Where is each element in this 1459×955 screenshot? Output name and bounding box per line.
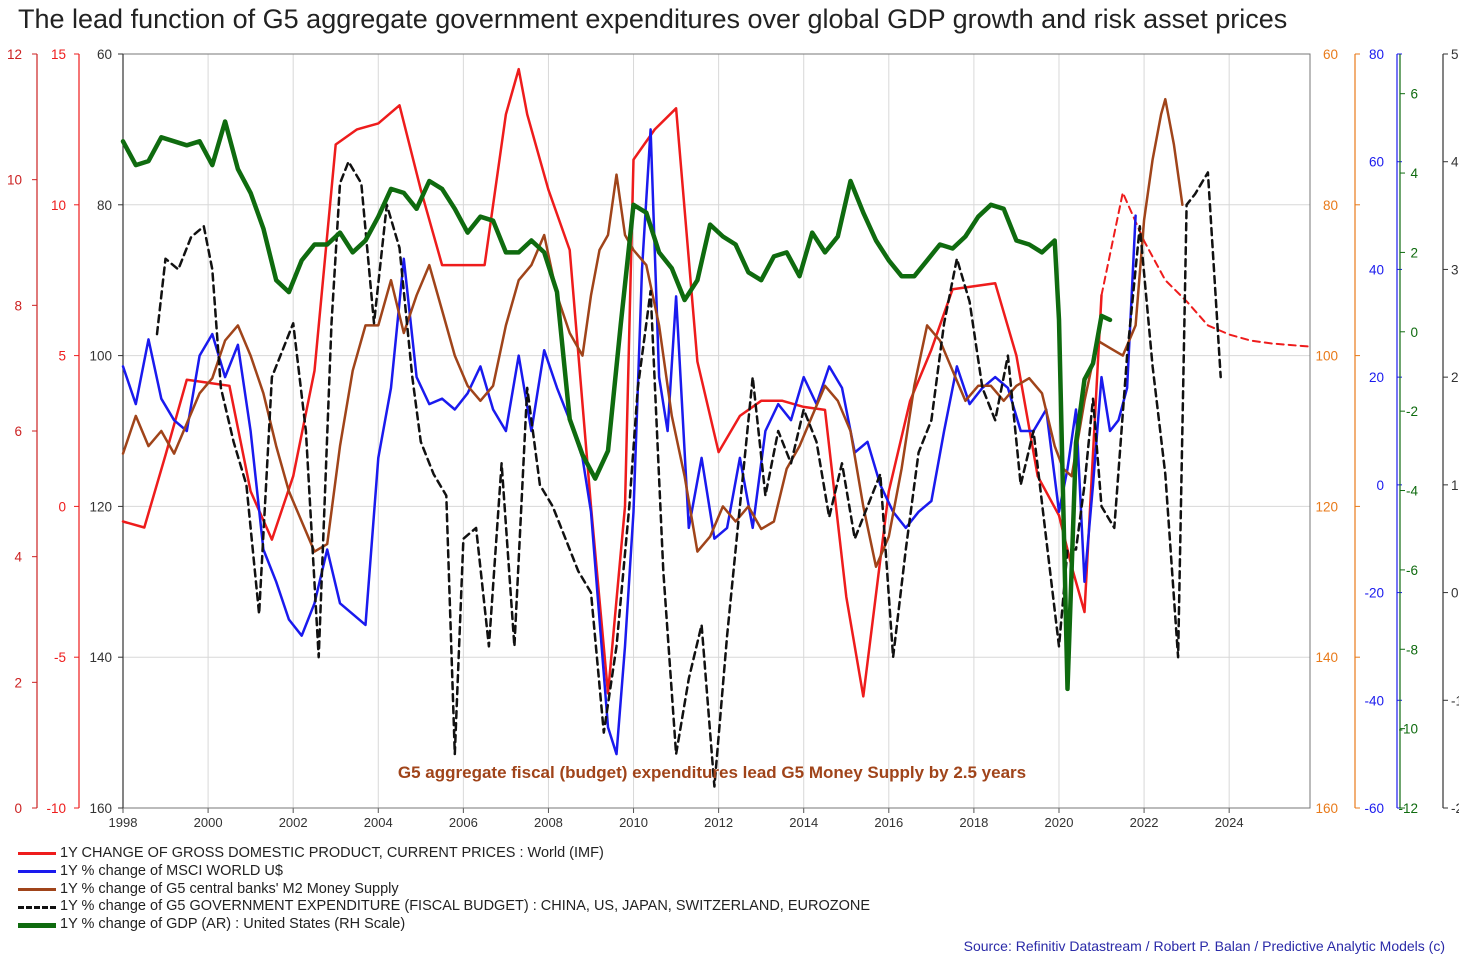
right_black-tick-label: 2 (1451, 370, 1459, 385)
left_outer-tick-label: 12 (7, 47, 22, 62)
legend-item: 1Y % change of G5 GOVERNMENT EXPENDITURE… (18, 898, 870, 916)
right_black-tick-label: 1 (1451, 478, 1459, 493)
x-tick-label: 2010 (619, 815, 648, 830)
left_red-tick-label: -10 (46, 801, 66, 816)
right_black-tick-label: 5 (1451, 47, 1459, 62)
source-credit: Source: Refinitiv Datastream / Robert P.… (963, 938, 1445, 954)
legend-label: 1Y % change of MSCI WORLD U$ (60, 862, 283, 879)
series-line-4 (155, 160, 1222, 788)
right_blue-tick-label: 60 (1369, 155, 1384, 170)
right_green-tick-label: 4 (1410, 166, 1418, 181)
legend-swatch (18, 870, 56, 874)
right_blue-tick-label: -20 (1364, 586, 1384, 601)
right_blue-tick-label: -40 (1364, 693, 1384, 708)
chart-title: The lead function of G5 aggregate govern… (18, 4, 1288, 34)
x-tick-label: 2002 (279, 815, 308, 830)
right_green-tick-label: 2 (1410, 245, 1418, 260)
right_black-tick-label: -1 (1451, 693, 1459, 708)
left_main-tick-label: 60 (97, 47, 112, 62)
right_black-tick-label: -2 (1451, 801, 1459, 816)
right_blue-tick-label: 0 (1376, 478, 1384, 493)
left_outer-tick-label: 0 (14, 801, 22, 816)
right_green-tick-label: -6 (1406, 563, 1418, 578)
x-tick-label: 2024 (1215, 815, 1244, 830)
x-tick-label: 2012 (704, 815, 733, 830)
right_black-tick-label: 4 (1451, 155, 1459, 170)
axes: 1998 2000 2002 2004 2006 2008 2010 2012 2014 2016… (7, 47, 1459, 830)
gridlines (122, 53, 1310, 809)
plot-frame (122, 53, 1311, 809)
left_red-tick-label: 5 (58, 349, 66, 364)
series-line-2 (121, 128, 1137, 756)
right_green-tick-label: -4 (1406, 484, 1418, 499)
chart-annotation: G5 aggregate fiscal (budget) expenditure… (398, 763, 1026, 782)
right_blue-tick-label: -60 (1364, 801, 1384, 816)
left_outer-tick-label: 6 (14, 424, 22, 439)
legend-label: 1Y % change of G5 central banks' M2 Mone… (60, 880, 399, 897)
x-tick-label: 2006 (449, 815, 478, 830)
x-tick-label: 2000 (194, 815, 223, 830)
left_main-tick-label: 140 (89, 650, 112, 665)
right_green-tick-label: 0 (1410, 325, 1418, 340)
right_orange-tick-label: 140 (1315, 650, 1338, 665)
legend-label: 1Y % change of G5 GOVERNMENT EXPENDITURE… (60, 898, 871, 915)
legend-item: 1Y % change of G5 central banks' M2 Mone… (18, 881, 870, 899)
right_orange-tick-label: 60 (1323, 47, 1338, 62)
legend-item: 1Y CHANGE OF GROSS DOMESTIC PRODUCT, CUR… (18, 845, 870, 863)
right_orange-tick-label: 100 (1315, 349, 1338, 364)
series-line-5 (120, 119, 1113, 692)
right_green-tick-label: -8 (1406, 642, 1418, 657)
x-tick-label: 2016 (874, 815, 903, 830)
right_orange-tick-label: 160 (1315, 801, 1338, 816)
legend-swatch (18, 887, 56, 891)
right_orange-tick-label: 120 (1315, 499, 1338, 514)
right_black-tick-label: 0 (1451, 586, 1459, 601)
left_red-tick-label: 10 (51, 198, 66, 213)
left_outer-tick-label: 8 (14, 298, 22, 313)
left_outer-tick-label: 4 (14, 550, 22, 565)
left_red-tick-label: -5 (54, 650, 66, 665)
right_green-tick-label: -12 (1398, 801, 1418, 816)
x-tick-label: 1998 (109, 815, 138, 830)
left_main-tick-label: 120 (89, 499, 112, 514)
left_outer-tick-label: 10 (7, 173, 22, 188)
right_blue-tick-label: 40 (1369, 262, 1384, 277)
data-series (120, 67, 1311, 788)
x-tick-label: 2004 (364, 815, 393, 830)
legend-label: 1Y % change of GDP (AR) : United States … (60, 916, 406, 933)
legend-swatch (18, 922, 56, 928)
right_green-tick-label: -2 (1406, 404, 1418, 419)
legend-label: 1Y CHANGE OF GROSS DOMESTIC PRODUCT, CUR… (60, 845, 604, 861)
series-line-1 (1100, 191, 1311, 348)
legend-swatch (18, 905, 56, 909)
x-tick-label: 2008 (534, 815, 563, 830)
x-tick-label: 2020 (1045, 815, 1074, 830)
right_green-tick-label: -10 (1398, 722, 1418, 737)
legend-item: 1Y % change of MSCI WORLD U$ (18, 863, 870, 881)
legend-item: 1Y % change of GDP (AR) : United States … (18, 916, 870, 934)
right_blue-tick-label: 80 (1369, 47, 1384, 62)
right_black-tick-label: 3 (1451, 262, 1459, 277)
left_main-tick-label: 80 (97, 198, 112, 213)
right_green-tick-label: 6 (1410, 87, 1418, 102)
left_main-tick-label: 160 (89, 801, 112, 816)
x-tick-label: 2022 (1130, 815, 1159, 830)
left_main-tick-label: 100 (89, 349, 112, 364)
right_blue-tick-label: 20 (1369, 370, 1384, 385)
left_red-tick-label: 15 (51, 47, 66, 62)
right_orange-tick-label: 80 (1323, 198, 1338, 213)
left_outer-tick-label: 2 (14, 675, 22, 690)
legend: 1Y CHANGE OF GROSS DOMESTIC PRODUCT, CUR… (18, 845, 870, 934)
x-tick-label: 2014 (789, 815, 818, 830)
x-tick-label: 2018 (959, 815, 988, 830)
left_red-tick-label: 0 (58, 499, 66, 514)
series-line-3 (121, 97, 1184, 568)
legend-swatch (18, 852, 56, 856)
